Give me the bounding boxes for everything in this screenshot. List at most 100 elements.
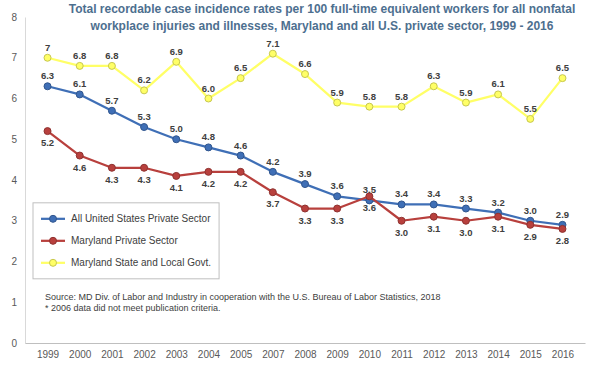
title-line: workplace injuries and illnesses, Maryla…	[90, 19, 554, 33]
x-tick-label: 2007	[262, 349, 285, 360]
series-marker	[269, 168, 276, 175]
series-marker	[237, 168, 244, 175]
x-tick-label: 1999	[37, 349, 60, 360]
x-axis-line	[26, 343, 586, 344]
x-tick-label: 2002	[133, 349, 156, 360]
x-tick: 2014	[487, 343, 510, 360]
data-label: 3.5	[363, 184, 377, 195]
data-label: 6.8	[105, 50, 118, 61]
series-marker	[141, 87, 148, 94]
series-marker	[430, 213, 437, 220]
data-label: 5.2	[41, 137, 54, 148]
data-label: 7.1	[266, 38, 280, 49]
series-marker	[76, 91, 83, 98]
series-marker	[398, 103, 405, 110]
y-tick: 5	[11, 134, 25, 145]
data-label: 7	[45, 42, 50, 53]
data-label: 4.2	[266, 156, 279, 167]
y-tick-label: 5	[11, 134, 17, 145]
series-marker	[334, 99, 341, 106]
chart-svg: Total recordable case incidence rates pe…	[0, 0, 600, 367]
data-label: 4.6	[73, 162, 86, 173]
y-tick-label: 8	[11, 12, 17, 23]
series-marker	[205, 144, 212, 151]
series-marker	[44, 54, 51, 61]
series-marker	[108, 164, 115, 171]
data-label: 3.3	[459, 193, 472, 204]
x-tick: 2003	[166, 343, 189, 360]
series-marker	[398, 217, 405, 224]
series-marker	[462, 99, 469, 106]
data-label: 6.2	[137, 74, 150, 85]
x-tick: 2007	[262, 343, 285, 360]
x-tick: 2009	[327, 343, 350, 360]
legend: All United States Private Sector Maryland…	[33, 203, 219, 279]
x-tick: 2015	[520, 343, 543, 360]
data-label: 5.8	[363, 91, 376, 102]
y-tick-label: 0	[11, 338, 17, 349]
data-label: 4.6	[234, 140, 247, 151]
x-tick: 2013	[455, 343, 478, 360]
y-tick-label: 4	[11, 175, 17, 186]
x-tick-label: 2004	[198, 349, 221, 360]
series-marker	[302, 181, 309, 188]
data-label: 2.9	[524, 231, 537, 242]
series-marker	[269, 189, 276, 196]
y-tick: 8	[11, 12, 25, 23]
title-line: Total recordable case incidence rates pe…	[69, 2, 576, 16]
data-label: 3.1	[427, 223, 441, 234]
x-tick-label: 2008	[294, 349, 317, 360]
annotation: * 2006 data did not meet publication cri…	[45, 303, 221, 313]
series-marker	[44, 128, 51, 135]
series-marker	[302, 205, 309, 212]
x-tick-label: 2009	[327, 349, 350, 360]
legend-label: Maryland State and Local Govt.	[71, 257, 211, 268]
x-tick-label: 2010	[359, 349, 382, 360]
data-labels: 6.36.15.75.35.04.84.64.23.93.63.53.43.43…	[41, 38, 570, 246]
x-tick: 2002	[133, 343, 156, 360]
data-label: 4.2	[202, 178, 215, 189]
data-label: 4.2	[234, 178, 247, 189]
x-tick: 2001	[101, 343, 124, 360]
data-label: 4.3	[137, 174, 150, 185]
chart-container: Total recordable case incidence rates pe…	[0, 0, 600, 367]
data-label: 5.8	[395, 91, 408, 102]
data-label: 4.3	[105, 174, 118, 185]
x-tick-label: 2003	[166, 349, 189, 360]
data-label: 3.3	[298, 215, 311, 226]
x-tick: 2016	[552, 343, 575, 360]
x-tick-label: 2014	[487, 349, 510, 360]
data-label: 5.9	[459, 87, 472, 98]
x-tick: 2004	[198, 343, 221, 360]
data-label: 6.5	[234, 62, 248, 73]
x-tick: 2012	[423, 343, 446, 360]
data-label: 4.8	[202, 131, 215, 142]
y-axis: 012345678	[11, 12, 25, 349]
legend-label: Maryland Private Sector	[71, 235, 178, 246]
series-marker	[237, 75, 244, 82]
y-tick: 1	[11, 297, 25, 308]
y-tick-label: 3	[11, 215, 17, 226]
series-marker	[527, 221, 534, 228]
series-line	[48, 54, 563, 119]
series-marker	[141, 124, 148, 131]
series-marker	[302, 71, 309, 78]
series-marker	[559, 225, 566, 232]
data-label: 6.1	[491, 78, 505, 89]
y-axis-line	[25, 18, 26, 344]
data-label: 3.0	[524, 205, 537, 216]
series-marker	[205, 168, 212, 175]
series-marker	[108, 107, 115, 114]
x-tick-label: 2012	[423, 349, 446, 360]
series-marker	[44, 83, 51, 90]
data-label: 5.3	[137, 111, 150, 122]
data-label: 6.9	[170, 46, 183, 57]
data-label: 6.1	[73, 78, 87, 89]
x-tick-label: 2015	[520, 349, 543, 360]
legend-label: All United States Private Sector	[71, 213, 211, 224]
x-tick: 2011	[391, 343, 413, 360]
data-label: 3.3	[331, 215, 344, 226]
legend-marker	[50, 259, 57, 266]
y-tick-label: 1	[11, 297, 17, 308]
series-marker	[205, 95, 212, 102]
